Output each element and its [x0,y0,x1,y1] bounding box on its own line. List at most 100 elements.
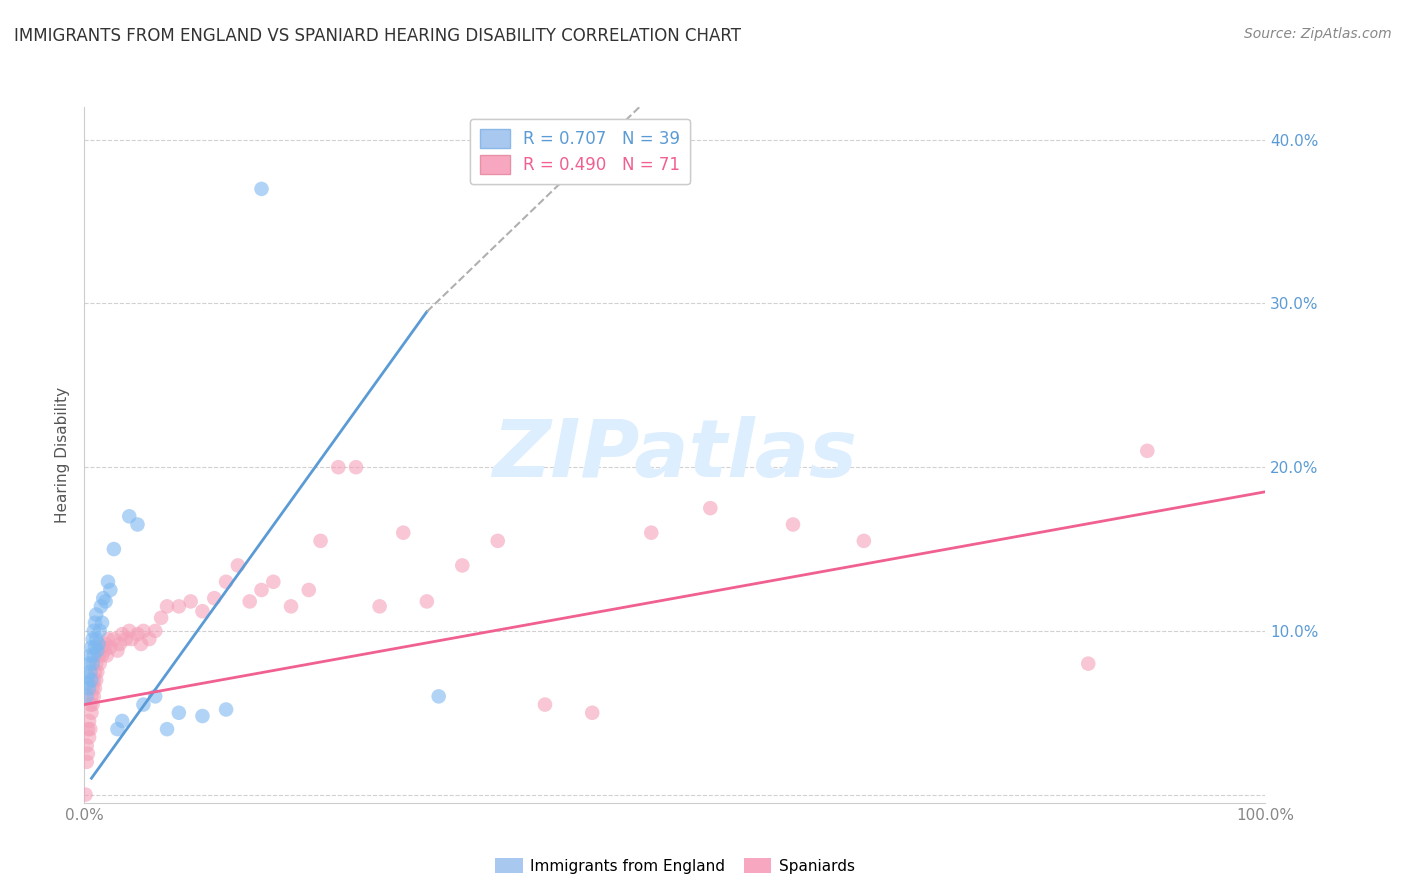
Point [451,558,474,573]
Text: Source: ZipAtlas.com: Source: ZipAtlas.com [1244,27,1392,41]
Point [143,690,166,704]
Point [250,582,273,597]
Point [87,637,110,651]
Text: IMMIGRANTS FROM ENGLAND VS SPANIARD HEARING DISABILITY CORRELATION CHART: IMMIGRANTS FROM ENGLAND VS SPANIARD HEAR… [14,27,741,45]
Point [118,624,141,638]
Point [111,627,134,641]
Point [852,533,875,548]
Point [83,673,105,687]
Point [368,599,391,614]
Point [344,460,367,475]
Point [127,517,149,532]
Point [202,591,225,606]
Point [640,525,662,540]
Point [84,681,107,696]
Point [98,582,121,597]
Point [129,637,152,651]
Point [91,615,114,630]
Legend: R = 0.707   N = 39, R = 0.490   N = 71: R = 0.707 N = 39, R = 0.490 N = 71 [470,119,690,184]
Point [87,648,110,663]
Point [76,755,98,769]
Point [103,632,125,646]
Point [79,648,101,663]
Point [82,681,104,696]
Point [79,722,101,736]
Point [392,525,415,540]
Point [77,676,100,690]
Point [191,709,214,723]
Point [97,632,120,646]
Point [427,690,450,704]
Point [107,722,129,736]
Point [96,648,118,663]
Point [80,690,103,704]
Point [89,624,111,638]
Point [93,643,115,657]
Point [1077,657,1099,671]
Point [150,611,173,625]
Point [83,624,105,638]
Point [239,594,262,608]
Point [84,665,107,679]
Point [167,706,190,720]
Point [132,624,155,638]
Point [77,681,100,696]
Point [1136,443,1159,458]
Point [486,533,509,548]
Point [83,690,105,704]
Point [77,670,100,684]
Point [76,739,98,753]
Point [84,607,107,622]
Point [86,665,108,679]
Point [90,640,112,655]
Point [82,698,104,712]
Point [156,722,179,736]
Point [75,788,97,802]
Point [98,640,121,655]
Point [191,604,214,618]
Text: ZIPatlas: ZIPatlas [492,416,858,494]
Point [89,657,111,671]
Point [328,460,350,475]
Point [132,698,155,712]
Point [77,731,100,745]
Point [94,594,117,608]
Point [86,643,108,657]
Point [226,558,249,573]
Point [82,657,104,671]
Point [699,501,721,516]
Point [416,594,439,608]
Point [262,574,284,589]
Point [782,517,804,532]
Point [114,632,136,646]
Point [84,640,107,655]
Point [79,698,101,712]
Point [77,747,100,761]
Point [143,624,166,638]
Point [80,640,103,655]
Point [91,648,114,663]
Point [84,632,107,646]
Legend: Immigrants from England, Spaniards: Immigrants from England, Spaniards [489,852,860,880]
Point [79,665,101,679]
Point [80,673,103,687]
Point [298,582,321,597]
Point [215,702,238,716]
Point [77,714,100,728]
Point [107,643,129,657]
Point [215,574,238,589]
Point [84,657,107,671]
Point [80,706,103,720]
Point [90,599,112,614]
Point [111,714,134,728]
Point [82,632,104,646]
Point [250,182,273,196]
Point [76,690,98,704]
Point [94,637,117,651]
Point [77,657,100,671]
Point [534,698,557,712]
Point [581,706,603,720]
Point [156,599,179,614]
Point [84,615,107,630]
Point [127,627,149,641]
